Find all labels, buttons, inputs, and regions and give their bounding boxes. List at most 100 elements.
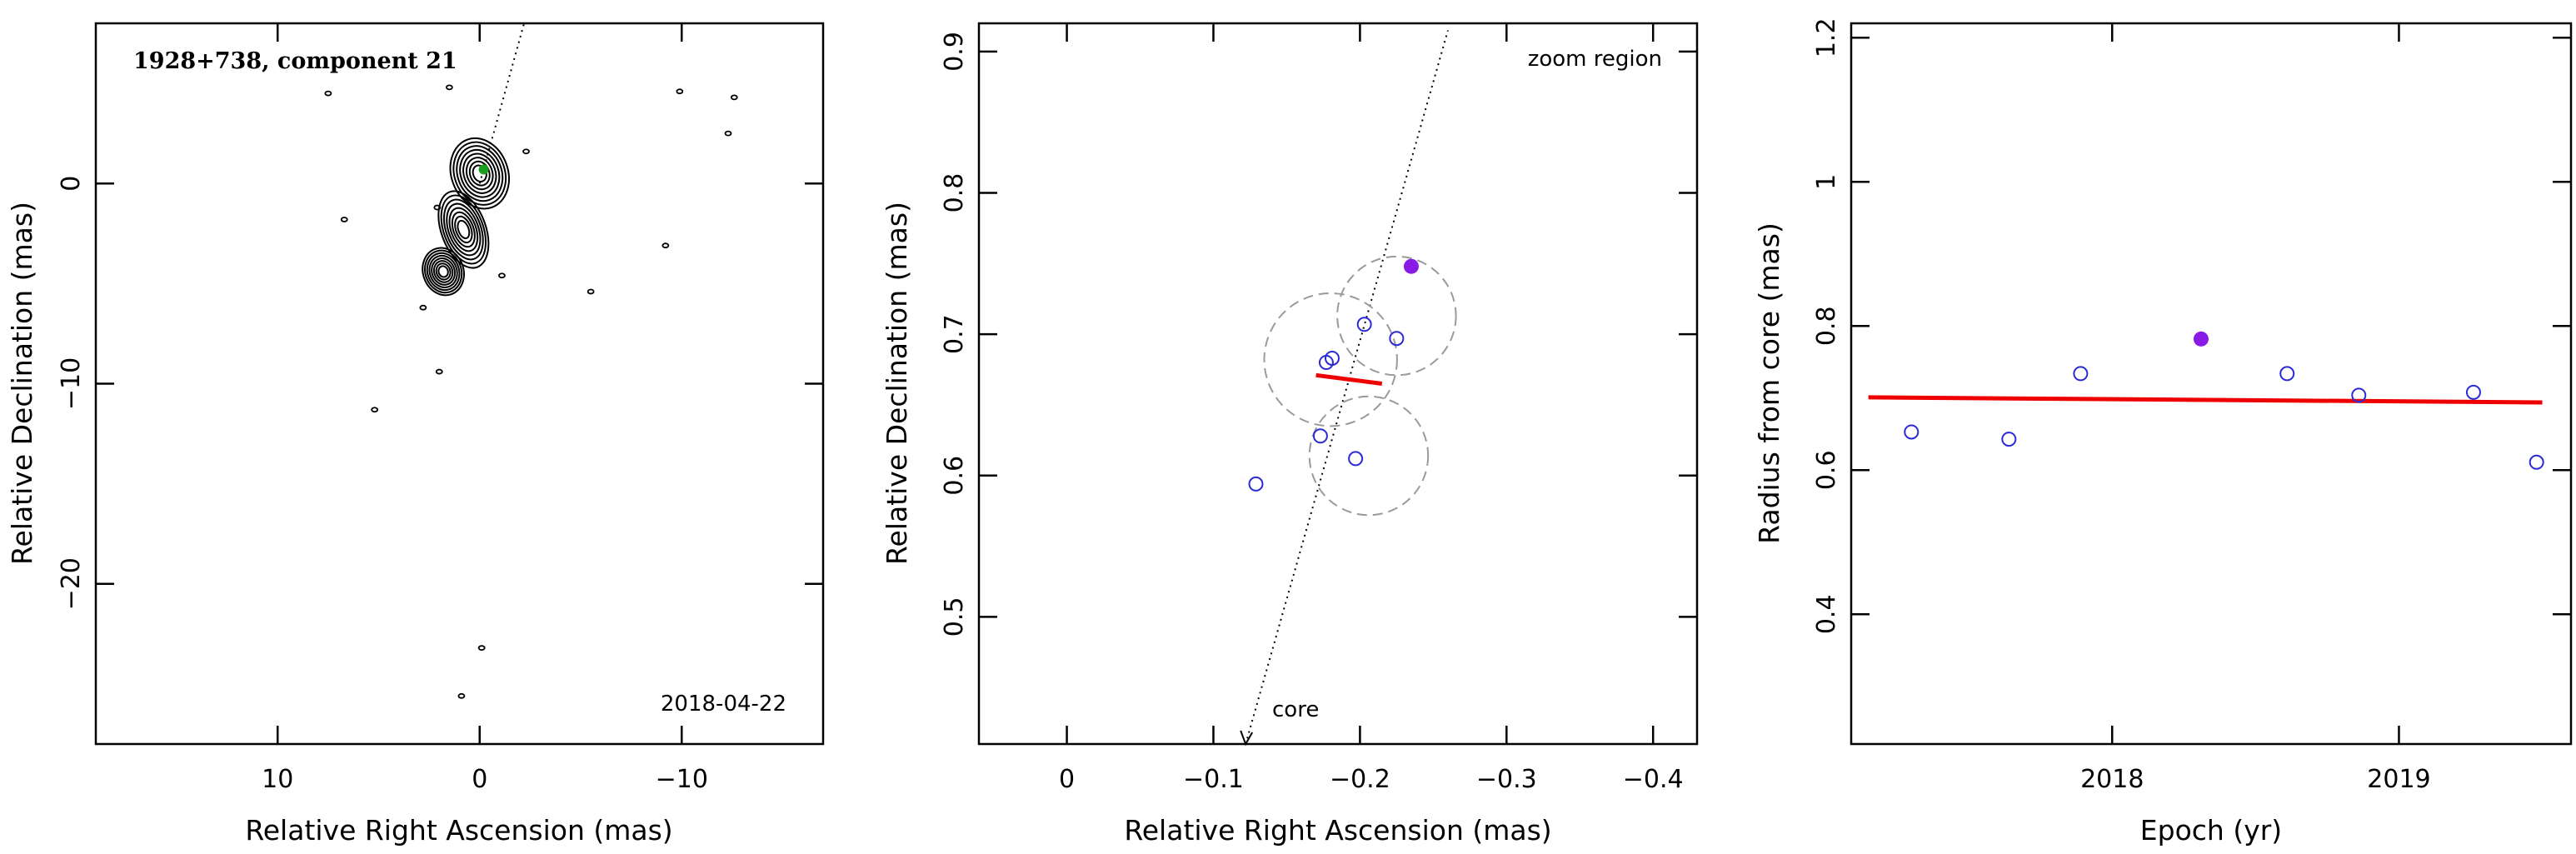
contour-level xyxy=(440,194,487,265)
contour-island xyxy=(445,84,453,91)
panel3-ytick-label: 1 xyxy=(1812,174,1841,190)
data-point xyxy=(1324,350,1340,366)
contour-level xyxy=(437,265,449,278)
panel1-ytick-label: −20 xyxy=(57,557,86,610)
panel2-ticks: 0 −0.1 −0.2 −0.3 −0.4 0.5 0.6 0.7 0.8 0.9 xyxy=(940,23,1697,794)
panel3-plot-area xyxy=(1868,331,2544,470)
contour-island xyxy=(522,148,530,155)
contour-level xyxy=(422,247,465,297)
panel1-ylabel: Relative Declination (mas) xyxy=(6,202,38,565)
core-arrowhead xyxy=(1240,730,1254,747)
contour-level xyxy=(431,257,457,286)
fit-line xyxy=(1868,395,2543,405)
contour-level xyxy=(456,145,504,202)
contour-level xyxy=(468,160,491,187)
panel2-xlabel: Relative Right Ascension (mas) xyxy=(1124,814,1551,847)
uncertainty-circle xyxy=(1263,292,1398,427)
contour-island xyxy=(457,692,466,699)
panel2-ytick-label: 0.7 xyxy=(940,314,969,354)
panel1-xlabel: Relative Right Ascension (mas) xyxy=(245,814,672,847)
contour-level xyxy=(435,262,452,281)
panel3-ytick-label: 0.8 xyxy=(1812,306,1841,346)
contour-level xyxy=(446,202,482,257)
contour-island xyxy=(340,217,348,222)
contour-level xyxy=(449,137,510,210)
contour-island xyxy=(324,90,332,97)
panel2-ytick-label: 0.9 xyxy=(940,32,969,72)
data-point xyxy=(1312,428,1328,444)
panel1-xtick-label: −10 xyxy=(656,765,708,794)
panel3-xtick-label: 2019 xyxy=(2367,765,2430,794)
contour-island xyxy=(419,304,427,311)
panel2-xtick-label: 0 xyxy=(1059,765,1075,794)
contour-level xyxy=(448,207,479,252)
data-point xyxy=(2279,366,2295,382)
panel2-xtick-label: −0.2 xyxy=(1330,765,1390,794)
contour-island xyxy=(433,204,442,211)
panel2-ytick-label: 0.5 xyxy=(940,597,969,637)
data-point xyxy=(1356,317,1372,332)
panel2-ylabel: Relative Declination (mas) xyxy=(881,202,913,565)
contour-island xyxy=(661,242,670,249)
data-point xyxy=(2351,387,2367,403)
data-point xyxy=(1904,424,1920,440)
panel1-frame xyxy=(94,22,825,746)
panel3-ticks: 2018 2019 0.4 0.6 0.8 1 1.2 xyxy=(1812,17,2571,794)
panel3-xtick-label: 2018 xyxy=(2080,765,2144,794)
panel2-ytick-label: 0.6 xyxy=(940,456,969,496)
contour-level xyxy=(426,252,461,292)
panel-radius-vs-epoch: 2018 2019 0.4 0.6 0.8 1 1.2 Epoch (yr) Radius … xyxy=(1753,17,2573,847)
contour-level xyxy=(454,215,473,244)
contour-island xyxy=(676,88,684,95)
data-point xyxy=(1248,476,1264,492)
panel1-xtick-label: 10 xyxy=(262,765,293,794)
contour-level xyxy=(442,198,484,261)
contour-level xyxy=(428,254,458,288)
panel-vlbi-map: 10 0 −10 0 −10 −20 1928+738, component 21 201… xyxy=(6,22,825,847)
contour-island xyxy=(730,94,738,101)
panel2-zoom-annotation: zoom region xyxy=(1528,47,1662,72)
contour-level xyxy=(437,190,490,269)
data-point xyxy=(2073,366,2089,382)
panel3-frame xyxy=(1850,22,2573,746)
panel1-ytick-label: 0 xyxy=(57,176,86,192)
highlight-point xyxy=(2193,331,2209,347)
panel1-date-annotation: 2018-04-22 xyxy=(661,692,786,717)
data-point xyxy=(2529,454,2544,470)
panel3-ytick-label: 0.4 xyxy=(1812,594,1841,634)
panel1-xtick-label: 0 xyxy=(472,765,487,794)
panel3-ytick-label: 1.2 xyxy=(1812,17,1841,57)
fit-line xyxy=(1315,372,1383,386)
panel1-ytick-label: −10 xyxy=(57,357,86,410)
panel2-core-annotation: core xyxy=(1272,697,1319,722)
highlight-point xyxy=(1403,258,1419,274)
jet-direction-line xyxy=(478,22,526,184)
contour-island xyxy=(498,272,506,279)
contour-level xyxy=(465,157,494,191)
contour-island xyxy=(371,407,379,413)
contour-level xyxy=(459,148,501,198)
data-point xyxy=(2465,384,2481,400)
contour-level xyxy=(452,141,507,206)
core-direction-line xyxy=(1245,30,1449,745)
contour-level xyxy=(432,260,454,283)
data-point xyxy=(1348,451,1364,467)
uncertainty-circle xyxy=(1308,395,1430,517)
contour-level xyxy=(462,152,497,194)
panel3-ytick-label: 0.6 xyxy=(1812,450,1841,490)
panel3-ylabel: Radius from core (mas) xyxy=(1753,222,1785,544)
panel2-xtick-label: −0.4 xyxy=(1623,765,1684,794)
panel3-xlabel: Epoch (yr) xyxy=(2140,814,2282,847)
panel1-title: 1928+738, component 21 xyxy=(133,48,457,74)
panel2-xtick-label: −0.1 xyxy=(1183,765,1244,794)
panel-zoom-region: 0 −0.1 −0.2 −0.3 −0.4 0.5 0.6 0.7 0.8 0.9 zoom re… xyxy=(881,22,1699,847)
panel1-plot-area xyxy=(324,22,738,699)
contour-level xyxy=(424,249,463,294)
panel2-ytick-label: 0.8 xyxy=(940,173,969,213)
panel2-plot-area xyxy=(1240,30,1457,747)
contour-island xyxy=(477,645,486,652)
contour-island xyxy=(724,130,732,137)
contour-level xyxy=(457,219,471,240)
component-marker xyxy=(478,164,489,175)
